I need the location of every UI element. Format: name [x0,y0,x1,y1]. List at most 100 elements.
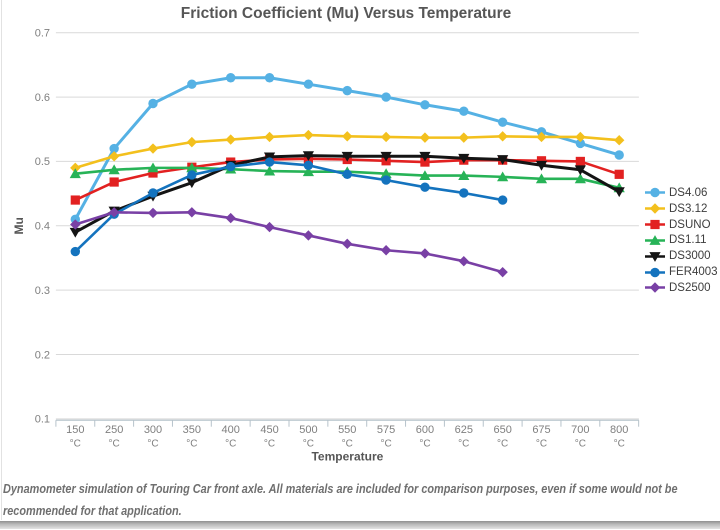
data-point [186,178,198,189]
data-point [147,143,159,154]
legend-label: FER4003 [669,266,718,279]
data-point [342,169,352,180]
data-point [381,175,391,185]
data-point [303,79,314,89]
legend-swatch [645,282,665,294]
data-point [226,73,236,83]
x-tick-label: 250 [105,424,123,436]
y-tick-label: 0.5 [35,156,50,168]
data-point [380,131,392,143]
data-point [186,162,198,173]
chart-title: Friction Coefficient (Mu) Versus Tempera… [180,5,512,22]
data-point [187,170,197,180]
data-point [380,151,392,162]
x-tick-unit: °C [380,439,391,450]
x-tick-label: 400 [222,424,240,436]
data-point [458,170,470,180]
data-point [148,168,158,178]
data-point [420,157,430,167]
legend-item-FER4003[interactable]: FER4003 [644,264,718,280]
x-tick-unit: °C [497,439,508,450]
window-left-border [1,0,2,520]
legend-item-DS4.06[interactable]: DS4.06 [644,185,718,201]
data-point [109,143,119,154]
data-point [381,92,391,102]
data-point [458,153,470,164]
data-point [614,134,625,146]
data-point [614,150,624,160]
data-point [380,245,392,256]
data-point [535,173,548,184]
data-point [342,85,352,96]
data-point [575,131,586,143]
data-point [614,169,624,179]
x-tick-unit: °C [264,439,275,450]
data-point [70,195,80,205]
x-tick-label: 600 [416,424,434,436]
data-point [108,151,120,162]
data-point [148,188,158,198]
data-point [497,155,509,165]
legend-swatch [645,267,665,277]
x-tick-label: 650 [493,424,511,436]
data-point [575,156,585,167]
legend-label: DS3.12 [669,202,708,215]
x-tick-unit: °C [536,439,547,450]
x-tick-label: 350 [183,424,201,436]
data-point [69,168,81,179]
series-DS2500 [70,207,508,278]
data-point [264,157,275,167]
x-tick-unit: °C [458,439,469,450]
data-point [70,162,81,174]
series-DS4.06 [70,73,624,225]
y-tick-label: 0.7 [35,28,50,40]
legend-item-DS1.11[interactable]: DS1.11 [644,233,718,249]
series-line [74,210,504,274]
data-point [187,79,197,89]
x-tick-unit: °C [614,439,625,450]
series-line [74,160,504,253]
x-tick-label: 800 [610,424,628,436]
legend-marker [650,267,660,277]
y-tick-label: 0.2 [35,349,50,361]
x-tick-unit: °C [342,439,353,450]
x-tick-label: 550 [338,424,356,436]
x-tick-unit: °C [303,439,314,450]
data-point [225,212,236,224]
legend-label: DS3000 [669,250,711,263]
data-point [459,106,469,116]
data-point [419,132,431,143]
legend-marker [649,251,661,262]
legend-label: DSUNO [669,218,711,231]
legend-item-DS3000[interactable]: DS3000 [644,248,718,264]
x-tick-unit: °C [575,439,586,450]
series-FER4003 [70,157,508,257]
horizontal-scrollbar[interactable] [0,521,720,529]
data-point [303,160,314,170]
legend-item-DS3.12[interactable]: DS3.12 [644,201,718,217]
data-point [342,131,353,142]
data-point [69,227,81,238]
data-point [574,173,586,184]
data-point [458,132,469,143]
data-point [535,160,548,171]
data-point [186,207,198,218]
data-point [147,207,159,219]
data-point [342,238,353,250]
legend-item-DSUNO[interactable]: DSUNO [644,217,718,233]
y-tick-label: 0.4 [35,221,50,233]
legend-marker [650,220,660,230]
series-DS3.12 [70,129,625,174]
legend-swatch [645,188,665,198]
data-point [536,131,547,143]
x-tick-unit: °C [70,439,81,450]
data-point [536,156,547,166]
data-point [108,164,120,175]
legend-item-DS2500[interactable]: DS2500 [644,280,718,296]
legend-swatch [645,203,665,214]
data-point [459,188,469,198]
legend-swatch [645,251,665,262]
legend-label: DS4.06 [669,186,708,199]
data-point [458,256,469,267]
x-tick-unit: °C [419,439,430,450]
